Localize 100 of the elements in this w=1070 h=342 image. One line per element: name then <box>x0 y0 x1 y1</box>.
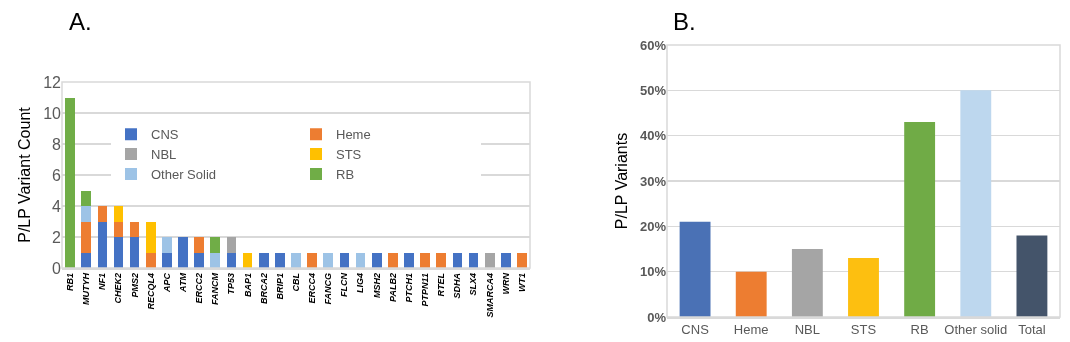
bar <box>791 249 823 317</box>
x-tick-label: Other solid <box>944 322 1008 338</box>
bar <box>517 252 527 268</box>
x-tick-label: NF1 <box>97 273 108 291</box>
bar <box>145 221 156 253</box>
x-tick-label: TP53 <box>226 273 237 295</box>
x-tick-label: BRCA2 <box>258 273 269 305</box>
bar <box>275 252 285 268</box>
y-tick-label: 0 <box>52 259 62 277</box>
x-tick-label: APC <box>161 272 172 294</box>
bar <box>178 237 188 268</box>
x-tick-label: CBL <box>290 273 301 292</box>
x-tick-label: ATM <box>177 272 188 293</box>
x-tick-label: FANCM <box>210 272 221 306</box>
bar <box>226 237 237 253</box>
bar <box>97 221 108 268</box>
y-tick-label: 4 <box>52 197 62 215</box>
bar <box>113 237 124 268</box>
x-tick-label: CHEK2 <box>113 273 124 304</box>
bar <box>81 206 92 222</box>
x-tick-label: SDHA <box>452 273 463 299</box>
chart-title: A. <box>69 8 92 36</box>
x-tick-label: SLX4 <box>468 273 479 296</box>
x-tick-label: MSH2 <box>371 273 382 299</box>
x-tick-label: RTEL <box>436 273 447 297</box>
y-tick-label: 0% <box>647 309 667 325</box>
bar <box>81 190 92 206</box>
x-tick-label: MUTYH <box>81 272 92 306</box>
bar <box>1016 235 1048 317</box>
x-tick-label: FLCN <box>339 272 350 298</box>
y-tick-label: 2 <box>52 228 62 246</box>
x-tick-label: PMS2 <box>129 273 140 298</box>
x-tick-label: BAP1 <box>242 273 253 298</box>
legend-label: NBL <box>151 147 177 163</box>
bar <box>113 206 124 222</box>
x-tick-label: CNS <box>681 322 710 338</box>
x-tick-label: STS <box>850 322 877 338</box>
bar <box>162 252 172 268</box>
x-tick-label: RB1 <box>65 273 75 292</box>
bar <box>162 237 172 253</box>
bar <box>436 252 447 268</box>
legend-label: CNS <box>151 127 179 143</box>
x-tick-label: PALB2 <box>387 273 398 302</box>
bar <box>145 252 156 268</box>
x-tick-label: ERCC2 <box>194 273 205 304</box>
x-tick-label: BRIP1 <box>274 273 285 300</box>
bar <box>129 221 140 237</box>
bar <box>387 252 398 268</box>
bar <box>81 252 92 268</box>
bar <box>323 252 334 268</box>
bar <box>65 97 75 268</box>
bar <box>291 252 301 268</box>
bar <box>420 252 430 268</box>
y-tick-label: 6 <box>52 166 62 184</box>
x-tick-label: Total <box>1018 322 1046 338</box>
bar <box>113 221 124 237</box>
bar <box>848 258 879 317</box>
x-tick-label: WRN <box>500 272 511 295</box>
x-tick-label: WT1 <box>516 273 527 293</box>
bar <box>960 90 992 317</box>
bar <box>81 221 92 253</box>
y-tick-label: 40% <box>639 128 667 144</box>
x-tick-label: NBL <box>794 322 821 338</box>
bar <box>404 252 414 268</box>
y-tick-label: 12 <box>43 73 62 91</box>
bar <box>258 252 269 268</box>
chart-title: B. <box>672 8 696 36</box>
x-tick-label: ERCC4 <box>307 273 318 304</box>
bar <box>371 252 382 268</box>
y-tick-label: 30% <box>639 173 667 189</box>
x-tick-label: PTCH1 <box>403 273 414 303</box>
y-tick-label: 20% <box>639 218 667 234</box>
bar <box>210 237 221 253</box>
y-axis-title: P/LP Variants <box>612 132 630 230</box>
x-tick-label: SMARCA4 <box>484 273 495 318</box>
bar <box>307 252 317 268</box>
legend-label: Other Solid <box>151 167 217 183</box>
bar <box>904 122 936 317</box>
bar <box>97 206 108 222</box>
bar <box>210 252 221 268</box>
y-tick-label: 50% <box>639 82 667 98</box>
x-tick-label: Heme <box>733 322 769 338</box>
bar <box>129 237 140 268</box>
legend-label: STS <box>336 147 362 163</box>
legend-label: Heme <box>336 127 371 143</box>
x-tick-label: RECQL4 <box>145 273 156 310</box>
x-tick-label: LIG4 <box>355 273 366 294</box>
y-tick-label: 60% <box>639 37 667 53</box>
y-tick-label: 10% <box>639 264 667 280</box>
bar <box>194 237 205 253</box>
y-tick-label: 8 <box>52 135 62 153</box>
legend-label: RB <box>336 167 355 183</box>
x-tick-label: RB <box>910 322 929 338</box>
bar <box>735 271 767 317</box>
bar <box>194 252 205 268</box>
y-axis-title: P/LP Variant Count <box>16 106 34 243</box>
y-tick-label: 10 <box>43 104 62 122</box>
bar <box>679 221 711 317</box>
x-tick-label: FANCG <box>323 273 334 305</box>
bar <box>500 252 511 268</box>
